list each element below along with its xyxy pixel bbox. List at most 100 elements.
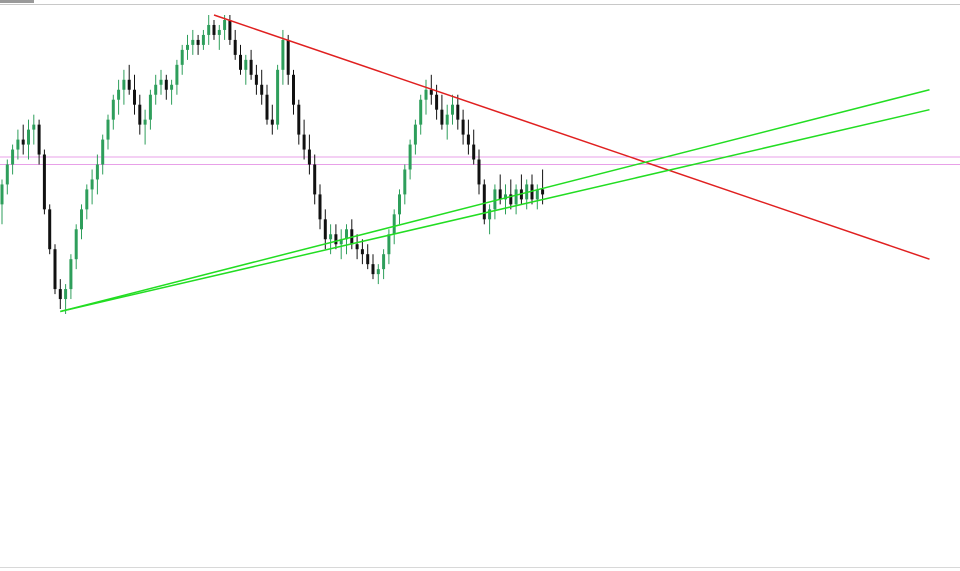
candle-body (477, 159, 481, 185)
candle (366, 244, 370, 270)
candle (32, 114, 36, 145)
candle (80, 204, 83, 240)
candle (111, 94, 115, 130)
candle (170, 79, 174, 105)
candle (456, 94, 460, 130)
candle (339, 229, 343, 260)
candle (334, 224, 338, 250)
candle-body (117, 89, 121, 100)
candle-body (281, 39, 285, 70)
candle (127, 64, 131, 95)
candle-body (413, 124, 417, 145)
candle-body (196, 39, 200, 45)
candle-body (302, 134, 306, 150)
candle-body (387, 234, 391, 255)
candle-body (435, 94, 439, 110)
candle-body (127, 79, 131, 90)
candle (419, 94, 423, 135)
candle (493, 184, 497, 220)
candle-body (504, 194, 507, 200)
candle-body (260, 84, 264, 95)
candle (413, 119, 417, 155)
candle-body (488, 209, 492, 220)
candle (122, 69, 126, 105)
candle-body (32, 124, 36, 130)
candle-body (175, 64, 179, 85)
candle-body (329, 234, 333, 240)
candle (286, 34, 290, 85)
candle-body (111, 99, 115, 120)
candle (249, 49, 253, 80)
candle-body (212, 24, 216, 35)
candle-body (249, 59, 253, 75)
candle-body (392, 214, 396, 235)
candle-body (366, 254, 370, 265)
candle (37, 119, 41, 165)
candle-body (254, 74, 258, 85)
candle-body (5, 164, 9, 185)
candle (164, 74, 168, 100)
candle-body (101, 139, 105, 165)
candle-body (80, 209, 83, 230)
candle-body (159, 79, 163, 85)
top-tab[interactable] (0, 0, 34, 3)
candle (254, 64, 258, 95)
candle (196, 34, 200, 55)
candle-body (461, 119, 465, 135)
candle (461, 109, 465, 145)
candle (530, 174, 534, 205)
candle-body (143, 119, 147, 125)
candle (207, 15, 211, 45)
candle-body (339, 239, 343, 245)
candle (233, 29, 237, 60)
candle-body (16, 139, 20, 150)
candle (440, 94, 444, 130)
candle (535, 184, 539, 210)
candle (21, 124, 25, 155)
candle (504, 184, 507, 215)
candle (270, 104, 274, 135)
candle (451, 94, 454, 125)
candle (53, 244, 57, 295)
candle-body (355, 244, 359, 250)
candle-body (244, 59, 248, 70)
candle (5, 159, 9, 195)
candle-body (498, 189, 502, 200)
candle-body (201, 34, 205, 45)
candle (101, 134, 105, 175)
candle (217, 24, 221, 50)
candle-body (164, 79, 168, 90)
candle-body (451, 104, 454, 115)
trendline-0[interactable] (213, 14, 930, 260)
candle-body (122, 79, 126, 90)
candle-body (297, 104, 301, 135)
candle-body (191, 39, 195, 45)
candle-body (440, 109, 444, 125)
candle-body (170, 84, 174, 90)
candle (398, 189, 401, 225)
candle (175, 59, 179, 95)
trendline-1[interactable] (60, 108, 930, 313)
candle (408, 139, 412, 180)
candle (159, 69, 163, 95)
candle-body (74, 229, 78, 260)
candle (292, 69, 295, 115)
candle-body (286, 39, 290, 75)
candle-body (21, 139, 25, 145)
candle (466, 119, 470, 155)
top-border (0, 4, 960, 5)
candle-body (334, 234, 338, 245)
candle-body (37, 124, 41, 155)
candle-body (48, 209, 52, 250)
trendline-2[interactable] (60, 89, 930, 313)
candle (0, 179, 4, 225)
candle (514, 184, 518, 215)
candle (541, 169, 545, 205)
candle (403, 164, 407, 205)
candle-body (42, 154, 46, 210)
candle-body (276, 69, 280, 125)
candle-body (69, 259, 73, 290)
candle-body (424, 89, 428, 100)
candle (106, 114, 110, 150)
